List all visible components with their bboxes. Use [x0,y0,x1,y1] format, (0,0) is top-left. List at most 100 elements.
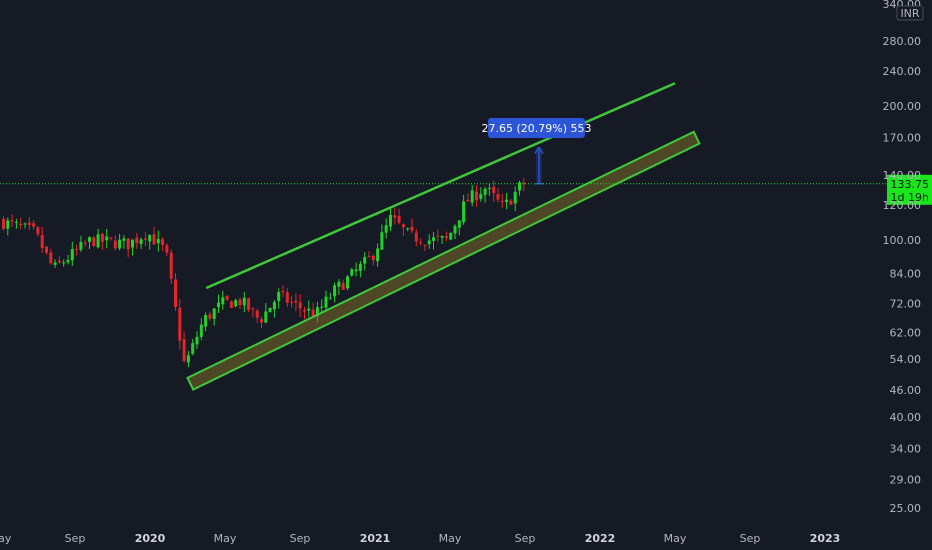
candle-body [427,240,431,245]
candle-body [423,245,427,247]
candle-body [178,307,182,341]
candle-body [225,295,229,300]
candle-body [384,225,388,233]
time-tick-label: May [214,532,237,545]
price-tick-label: 62.00 [890,326,922,339]
candle-body [40,234,44,249]
candle-body [449,232,453,240]
candle-body [324,296,328,308]
candle-body [32,223,36,227]
candle-body [444,236,448,239]
candle-body [436,235,440,237]
candle-body [165,245,169,253]
candle-body [199,324,203,337]
candle-body [234,300,238,307]
price-tick-label: 84.00 [890,268,922,281]
candle-body [337,281,341,287]
candle-body [272,302,276,310]
candle-body [350,269,354,276]
candle-body [440,235,444,238]
candle-body [66,260,70,263]
candle-body [122,238,126,241]
price-axis[interactable]: 280.00 240.00 200.00 170.00 140.00 120.00 100.… [883,0,924,515]
price-tick-label: 200.00 [883,100,922,113]
candle-body [363,257,367,264]
candle-body [251,308,255,310]
candle-body [49,252,53,264]
price-tick-label: 34.00 [890,443,922,456]
candle-body [346,276,349,289]
price-tick-label: 40.00 [890,411,922,424]
candle-body [217,302,220,307]
candle-body [83,242,87,244]
candle-body [522,182,526,185]
candle-body [333,285,337,297]
candle-body [419,242,423,244]
candle-body [242,297,246,306]
drawings-layer: 27.65 (20.79%) 553 [186,82,701,391]
candle-body [475,191,478,201]
candle-body [264,311,268,323]
candle-body [277,292,281,302]
channel-upper-line [205,82,676,290]
time-tick-label: Sep [290,532,311,545]
candle-body [380,232,384,250]
candle-body [156,238,160,244]
measure-label: 27.65 (20.79%) 553 [481,122,591,135]
candle-body [10,220,14,222]
candle-body [315,307,319,317]
candle-body [500,200,504,202]
candle-body [341,283,345,290]
price-tick-label: 140.00 [883,169,922,182]
candle-body [113,240,117,249]
candle-body [143,238,147,240]
candle-body [19,223,23,226]
last-price-countdown: 1d 19h [891,191,929,204]
candle-body [57,260,61,263]
candle-body [320,306,324,308]
candle-body [96,234,100,248]
candle-body [328,297,332,299]
candle-body [109,237,113,239]
price-tick-label: 72.00 [890,298,922,311]
price-tick-label: 170.00 [883,131,922,144]
time-tick-label: 2021 [360,532,391,545]
candle-body [161,239,165,245]
candle-body [238,299,242,306]
candle-body [221,297,225,305]
time-tick-label: 2022 [585,532,616,545]
candle-body [229,301,233,308]
candle-body [479,194,483,199]
time-tick-label: 2020 [135,532,166,545]
candle-body [311,309,315,318]
candle-body [401,224,405,228]
candle-body [487,187,491,189]
time-tick-label: May [664,532,687,545]
candle-body [376,248,380,262]
candle-body [2,218,5,229]
candle-body [139,239,143,245]
candle-body [212,308,216,319]
candle-body [389,214,392,227]
candle-body [45,246,48,253]
candle-body [505,199,509,203]
candle-body [496,194,500,200]
channel-lower-band [186,130,701,391]
candle-body [470,190,474,203]
candle-body [518,182,521,191]
candle-body [457,220,461,228]
time-tick-label: May [0,532,12,545]
time-axis[interactable]: May Sep 2020 May Sep 2021 May Sep 2022 May Sep 2023 [0,532,840,545]
candle-body [513,191,517,204]
time-tick-label: Sep [740,532,761,545]
candle-body [182,339,186,361]
price-tick-label: 280.00 [883,35,922,48]
candle-body [247,298,251,311]
measure-arrow-icon [534,146,544,154]
time-tick-label: Sep [65,532,86,545]
candle-body [466,199,470,202]
candle-body [126,238,130,250]
